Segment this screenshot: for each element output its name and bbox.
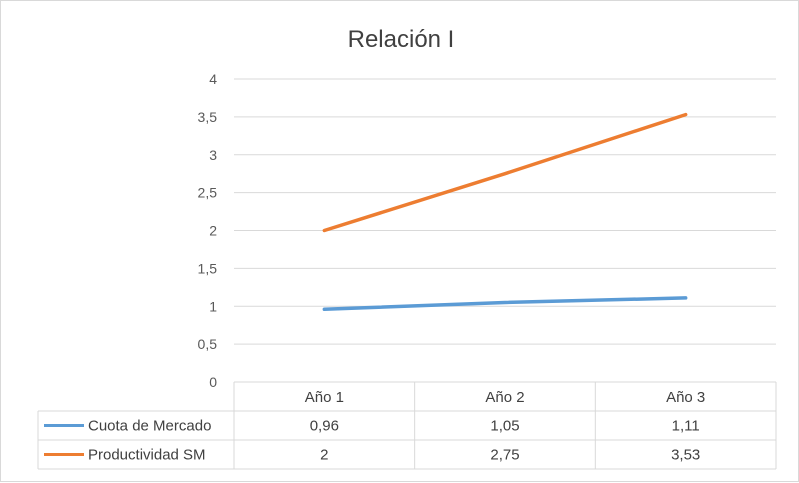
data-table-value: 2 [320,447,328,464]
y-tick-label: 2,5 [198,185,218,201]
legend-series-name: Productividad SM [88,447,206,464]
legend-series-name: Cuota de Mercado [88,418,211,435]
x-category-label: Año 3 [666,389,705,406]
data-table-value: 0,96 [310,418,339,435]
y-tick-label: 4 [209,71,217,87]
x-category-label: Año 1 [305,389,344,406]
data-table-value: 1,05 [490,418,519,435]
chart-title: Relación I [348,26,455,53]
x-category-label: Año 2 [485,389,524,406]
series-line [322,296,688,312]
series-lines [322,112,688,312]
data-table-value: 3,53 [671,447,700,464]
y-tick-label: 3,5 [198,109,218,125]
y-tick-label: 0,5 [198,336,218,352]
y-tick-label: 2 [209,223,217,239]
data-table-value: 1,11 [672,418,700,435]
y-tick-label: 3 [209,147,217,163]
series-line [322,112,688,233]
data-table: Año 1 Año 2 Año 3 Cuota de Mercado 0,96 1,05 1… [37,381,777,470]
y-tick-label: 1,5 [198,260,218,276]
y-tick-label: 0 [209,374,217,390]
y-axis-ticks: 0 0,5 1 1,5 2 2,5 3 3,5 4 [198,71,218,390]
gridlines [234,78,776,345]
data-table-value: 2,75 [490,447,519,464]
y-tick-label: 1 [209,298,217,314]
